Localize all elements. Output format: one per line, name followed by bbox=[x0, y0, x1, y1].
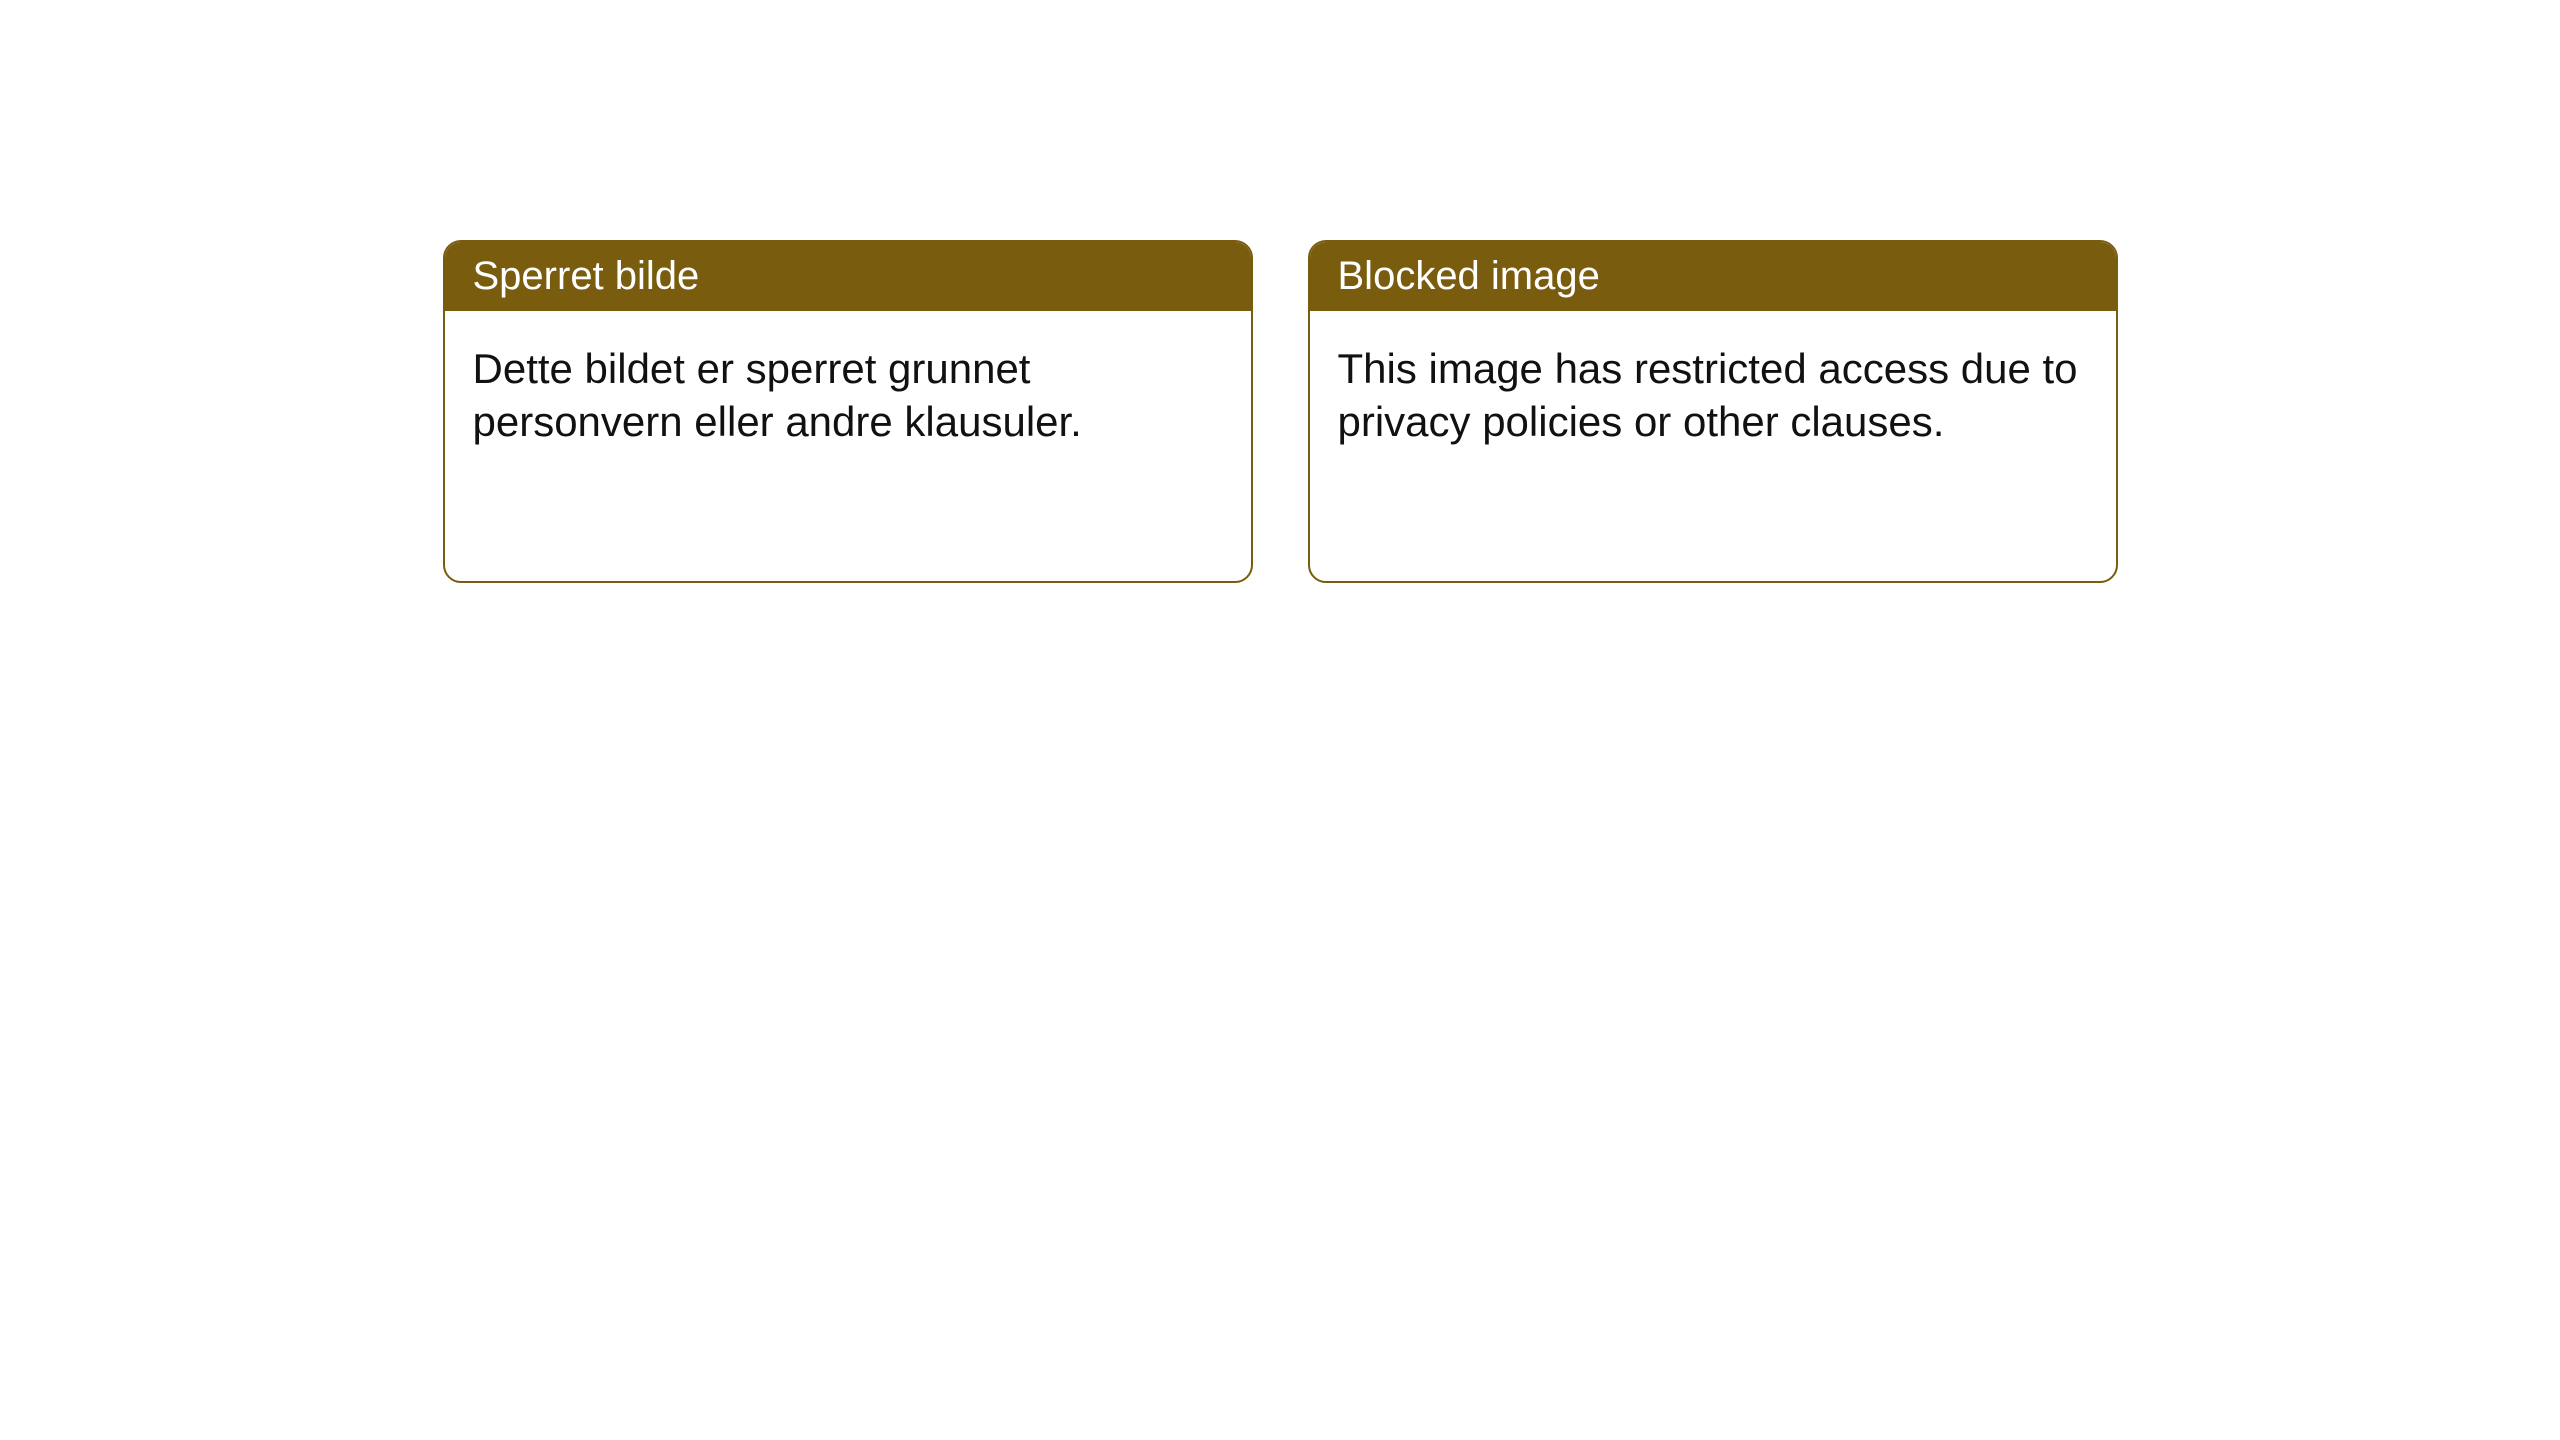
card-body: Dette bildet er sperret grunnet personve… bbox=[445, 311, 1251, 581]
card-message: Dette bildet er sperret grunnet personve… bbox=[473, 345, 1082, 445]
blocked-image-card-no: Sperret bilde Dette bildet er sperret gr… bbox=[443, 240, 1253, 583]
card-header: Sperret bilde bbox=[445, 242, 1251, 311]
blocked-image-card-en: Blocked image This image has restricted … bbox=[1308, 240, 2118, 583]
card-container: Sperret bilde Dette bildet er sperret gr… bbox=[443, 240, 2118, 583]
card-header: Blocked image bbox=[1310, 242, 2116, 311]
card-body: This image has restricted access due to … bbox=[1310, 311, 2116, 581]
card-title: Blocked image bbox=[1338, 254, 1600, 298]
card-title: Sperret bilde bbox=[473, 254, 700, 298]
card-message: This image has restricted access due to … bbox=[1338, 345, 2078, 445]
